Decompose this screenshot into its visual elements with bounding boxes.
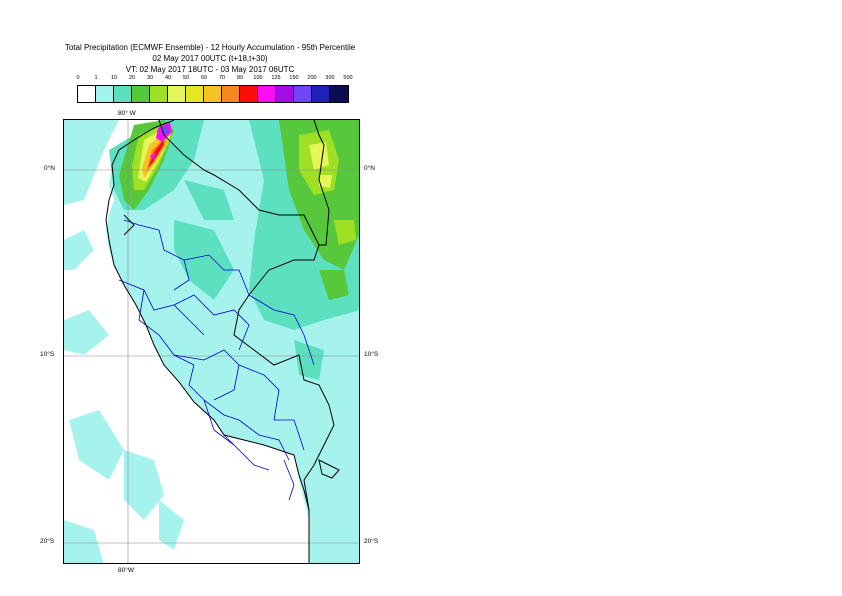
legend-label-8: 70 <box>218 75 226 81</box>
legend-labels: 0 1 10 20 30 40 50 60 70 80 100 125 150 200 300 500 <box>76 75 353 85</box>
precip-80-100 <box>148 139 164 168</box>
lat-label-left-10: 10°S <box>40 351 55 358</box>
lon-label-top: 80° W <box>118 110 136 117</box>
legend-label-3: 20 <box>128 75 136 81</box>
legend-label-1: 1 <box>94 75 98 81</box>
legend-label-4: 30 <box>146 75 154 81</box>
legend-swatches <box>77 85 349 103</box>
base-time: 02 May 2017 00UTC (t+18,t+30) <box>152 54 268 63</box>
legend-swatch-14 <box>330 86 348 102</box>
color-legend: 0 1 10 20 30 40 50 60 70 80 100 125 150 200 300 500 <box>76 75 353 103</box>
map-title: Total Precipitation (ECMWF Ensemble) - 1… <box>64 43 356 52</box>
legend-label-14: 300 <box>325 75 335 81</box>
legend-label-13: 200 <box>307 75 317 81</box>
legend-label-0: 0 <box>76 75 80 81</box>
legend-swatch-3 <box>132 86 150 102</box>
legend-swatch-4 <box>150 86 168 102</box>
map-title-block: Total Precipitation (ECMWF Ensemble) - 1… <box>0 42 420 75</box>
legend-label-5: 40 <box>164 75 172 81</box>
lat-label-right-0: 0°N <box>364 165 375 172</box>
legend-swatch-9 <box>240 86 258 102</box>
legend-label-15: 500 <box>343 75 353 81</box>
legend-swatch-5 <box>168 86 186 102</box>
legend-label-6: 50 <box>182 75 190 81</box>
legend-swatch-11 <box>276 86 294 102</box>
legend-swatch-6 <box>186 86 204 102</box>
legend-label-10: 100 <box>253 75 263 81</box>
graticule <box>64 120 359 563</box>
legend-swatch-12 <box>294 86 312 102</box>
legend-swatch-1 <box>96 86 114 102</box>
legend-swatch-2 <box>114 86 132 102</box>
lat-label-left-20: 20°S <box>40 538 55 545</box>
ocean-precip-patches <box>64 120 184 563</box>
valid-time: VT: 02 May 2017 18UTC - 03 May 2017 06UT… <box>125 65 295 74</box>
legend-swatch-0 <box>78 86 96 102</box>
lat-label-right-20: 20°S <box>364 538 379 545</box>
legend-label-7: 60 <box>200 75 208 81</box>
legend-swatch-7 <box>204 86 222 102</box>
regional-borders <box>118 219 315 501</box>
country-borders <box>105 120 340 563</box>
legend-label-9: 80 <box>236 75 244 81</box>
legend-swatch-10 <box>258 86 276 102</box>
map-panel[interactable] <box>63 119 360 564</box>
lat-label-right-10: 10°S <box>364 351 379 358</box>
legend-label-2: 10 <box>110 75 118 81</box>
legend-swatch-13 <box>312 86 330 102</box>
lon-label-bottom: 80°W <box>118 567 134 574</box>
legend-label-12: 150 <box>289 75 299 81</box>
lat-label-left-0: 0°N <box>44 165 55 172</box>
map-canvas <box>64 120 359 563</box>
legend-swatch-8 <box>222 86 240 102</box>
legend-label-11: 125 <box>271 75 281 81</box>
